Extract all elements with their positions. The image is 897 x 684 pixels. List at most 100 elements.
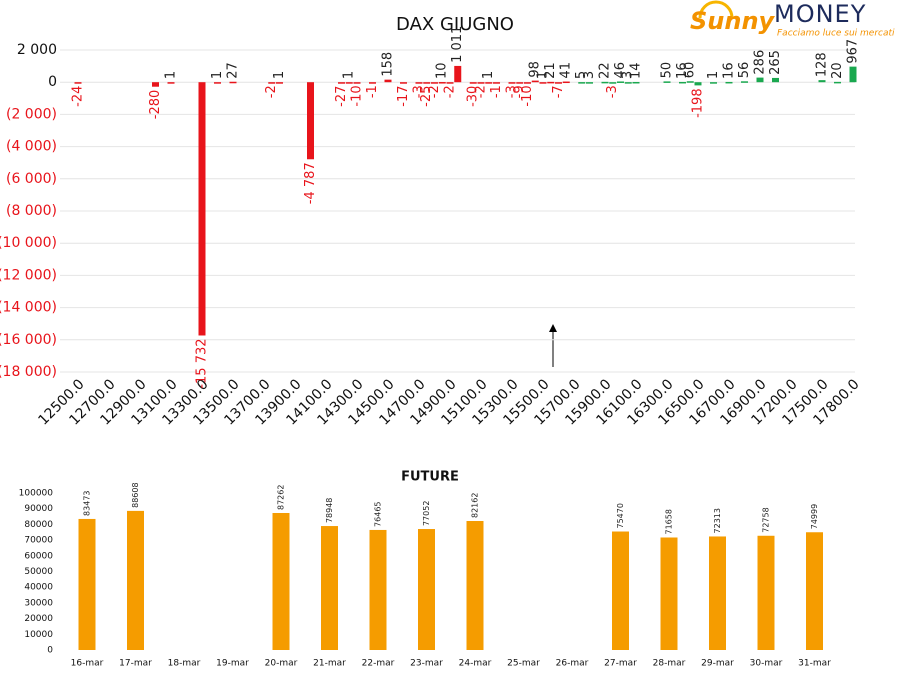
x-tick-label: 18-mar <box>168 659 201 669</box>
value-label: -10 <box>520 85 535 106</box>
bar <box>531 80 539 83</box>
x-tick-label: 19-mar <box>216 659 249 669</box>
bar <box>624 82 632 84</box>
value-label: 22 <box>598 62 613 79</box>
logo-tagline: Facciamo luce sui mercati <box>777 29 895 39</box>
bar <box>772 77 779 83</box>
bar <box>198 82 206 336</box>
y-tick-label: 2 000 <box>17 42 57 58</box>
bar <box>849 66 857 83</box>
y-tick-label: 80000 <box>24 520 53 530</box>
x-tick-label: 21-mar <box>313 659 346 669</box>
value-label: 1 <box>164 71 179 79</box>
value-label: -2 <box>443 85 458 98</box>
y-tick-label: (4 000) <box>6 139 57 155</box>
y-tick-label: (10 000) <box>0 235 57 251</box>
chart-title: DAX GIUGNO <box>396 14 514 35</box>
bar <box>74 82 82 84</box>
bar <box>601 81 609 84</box>
bar <box>660 537 678 650</box>
x-tick-label: 29-mar <box>701 659 734 669</box>
bar <box>612 531 629 650</box>
x-tick-label: 31-mar <box>798 659 831 669</box>
bar <box>469 82 477 84</box>
bar <box>268 82 276 84</box>
bar <box>632 81 640 84</box>
value-label: 76465 <box>374 501 383 526</box>
bar <box>578 82 586 84</box>
bar <box>709 536 726 650</box>
value-label: -3 <box>505 85 520 98</box>
value-label: 1 <box>210 71 225 79</box>
bar <box>423 82 431 84</box>
bar <box>345 82 353 84</box>
value-label: 10 <box>435 62 450 79</box>
value-label: 82162 <box>471 493 480 518</box>
y-tick-label: (8 000) <box>6 203 57 219</box>
logo: Sunny MONEY Facciamo luce sui mercati <box>690 0 895 39</box>
value-label: 75470 <box>616 503 625 528</box>
bar <box>508 82 516 84</box>
bar <box>152 82 159 87</box>
value-label: -25 <box>419 86 434 107</box>
y-tick-label: 30000 <box>24 598 53 608</box>
y-tick-label: 40000 <box>24 583 53 593</box>
value-label: 50 <box>660 62 675 79</box>
value-label: -2 <box>264 85 279 98</box>
value-label: 14 <box>629 62 644 79</box>
y-tick-label: (14 000) <box>0 300 57 316</box>
y-tick-label: 100000 <box>19 489 54 499</box>
logo-name: MONEY <box>774 0 866 28</box>
value-label: -3 <box>412 85 427 98</box>
bar <box>516 82 524 84</box>
y-tick-label: 0 <box>48 74 57 90</box>
x-tick-label: 20-mar <box>265 659 298 669</box>
logo-brand: Sunny <box>690 7 776 35</box>
bar <box>229 81 237 84</box>
bar <box>446 82 454 84</box>
bar <box>276 82 283 84</box>
value-label: -15 732 <box>195 338 210 388</box>
y-tick-label: (2 000) <box>6 106 57 122</box>
x-tick-label: 30-mar <box>750 659 783 669</box>
chart: DAX GIUGNO 2 000 0 (2 000) (4 000) (6 000) (8 … <box>0 14 863 429</box>
y-tick-label: (6 000) <box>6 171 57 187</box>
x-tick-label: 22-mar <box>362 659 395 669</box>
bar <box>741 81 748 83</box>
bar <box>415 82 423 84</box>
value-label: 83473 <box>83 490 92 515</box>
value-label: 77052 <box>422 501 431 526</box>
value-label: 72313 <box>713 508 722 533</box>
value-label: 41 <box>559 62 574 79</box>
value-label: 1 011 <box>450 26 465 63</box>
y-tick-label: 90000 <box>24 504 53 514</box>
value-label: -7 <box>551 85 566 98</box>
value-label: 74999 <box>810 504 819 529</box>
x-tick-label: 26-mar <box>556 659 589 669</box>
bar <box>418 529 435 650</box>
value-label: 71658 <box>665 509 674 534</box>
value-label: 1 <box>706 71 721 79</box>
logo-sun <box>698 0 734 19</box>
value-label: -17 <box>396 85 411 106</box>
bar <box>834 81 841 84</box>
value-label: 87262 <box>277 485 286 510</box>
value-label: -1 <box>489 85 504 98</box>
bar <box>710 82 717 84</box>
bar <box>725 81 733 84</box>
bar <box>547 81 555 84</box>
y-tick-label: 50000 <box>24 567 53 577</box>
value-label: -4 787 <box>303 162 318 204</box>
bar <box>454 65 462 83</box>
x-tick-label: 27-mar <box>604 659 637 669</box>
value-label: -2 <box>474 85 489 98</box>
value-label: 265 <box>768 50 783 75</box>
value-label: -9 <box>512 85 527 98</box>
value-label: 286 <box>753 50 768 75</box>
bar <box>539 82 547 84</box>
x-tick-label: 28-mar <box>653 659 686 669</box>
bar <box>562 81 570 84</box>
value-label: 56 <box>737 62 752 79</box>
bar <box>78 518 96 650</box>
